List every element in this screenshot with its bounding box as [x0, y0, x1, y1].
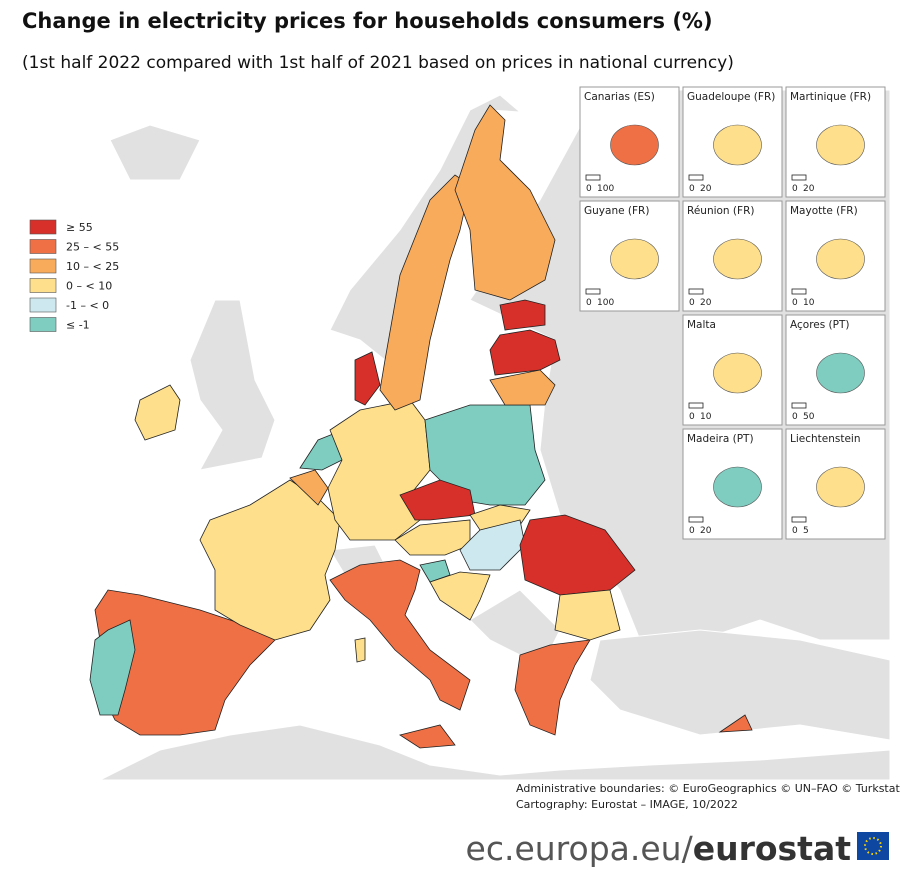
sardinia — [354, 637, 366, 663]
croatia — [429, 571, 491, 621]
scale-label: 10 — [803, 298, 815, 308]
inset-title: Liechtenstein — [790, 433, 861, 445]
inset-title: Malta — [687, 319, 716, 331]
inset-title: Guyane (FR) — [584, 205, 649, 217]
inset-land — [610, 124, 659, 166]
ireland — [134, 384, 181, 441]
legend: ≥ 55 25 – < 55 10 – < 25 0 – < 10 -1 – < 0 ≤ … — [29, 219, 119, 332]
scale-bar — [688, 288, 704, 295]
inset-land — [713, 352, 762, 394]
scale-label: 0 — [689, 184, 695, 194]
inset-title: Mayotte (FR) — [790, 205, 858, 217]
scale-label: 20 — [700, 526, 712, 536]
denmark — [354, 351, 381, 406]
scale-bar — [688, 174, 704, 181]
base-land — [99, 89, 891, 781]
inset-land — [610, 238, 659, 280]
footer-brand-line: ec.europa.eu/eurostat — [466, 829, 852, 868]
scale-label: 100 — [597, 298, 614, 308]
scale-label: 20 — [700, 298, 712, 308]
portugal — [89, 619, 136, 716]
inset-title: Guadeloupe (FR) — [687, 91, 775, 103]
inset-land — [713, 466, 762, 508]
eu-stars — [864, 837, 882, 855]
credit: Administrative boundaries: © EuroGeograp… — [516, 782, 900, 795]
title: Change in electricity prices for househo… — [22, 9, 713, 33]
scale-bar — [791, 288, 807, 295]
scale-bar — [791, 402, 807, 409]
legend-label: 0 – < 10 — [66, 280, 112, 293]
land — [189, 299, 276, 471]
countries — [89, 104, 753, 749]
scale-bar — [688, 402, 704, 409]
inset-land — [816, 352, 865, 394]
latvia — [489, 329, 561, 376]
scale-label: 0 — [792, 526, 798, 536]
scale-label: 0 — [586, 184, 592, 194]
scale-label: 0 — [689, 526, 695, 536]
romania — [519, 514, 636, 596]
scale-label: 0 — [689, 298, 695, 308]
credit: Cartography: Eurostat – IMAGE, 10/2022 — [516, 798, 738, 811]
legend-swatch — [29, 297, 57, 313]
scale-bar — [791, 516, 807, 523]
inset-title: Madeira (PT) — [687, 433, 754, 445]
scale-label: 5 — [803, 526, 809, 536]
scale-label: 0 — [792, 184, 798, 194]
bulgaria — [554, 589, 621, 641]
subtitle: (1st half 2022 compared with 1st half of… — [22, 53, 734, 73]
lithuania — [489, 369, 556, 406]
sweden — [379, 174, 471, 411]
footer-brand: eurostat — [693, 829, 852, 868]
scale-bar — [688, 516, 704, 523]
inset-land — [816, 466, 865, 508]
finland — [454, 104, 556, 301]
scale-label: 0 — [586, 298, 592, 308]
eu-flag — [857, 832, 889, 860]
scale-bar — [585, 288, 601, 295]
scale-label: 10 — [700, 412, 712, 422]
inset-land — [816, 124, 865, 166]
scale-bar — [791, 174, 807, 181]
scale-label: 20 — [803, 184, 815, 194]
scale-label: 50 — [803, 412, 815, 422]
scale-label: 20 — [700, 184, 712, 194]
scale-bar — [585, 174, 601, 181]
legend-swatch — [29, 317, 57, 332]
scale-label: 0 — [792, 412, 798, 422]
greece — [514, 639, 591, 736]
legend-label: 10 – < 25 — [66, 260, 119, 273]
legend-label: ≥ 55 — [66, 221, 93, 234]
inset-land — [816, 238, 865, 280]
cyprus — [718, 714, 753, 733]
land — [99, 724, 891, 781]
legend-swatch — [29, 278, 57, 293]
legend-swatch — [29, 239, 57, 254]
scale-label: 0 — [689, 412, 695, 422]
legend-label: ≤ -1 — [66, 319, 90, 332]
inset-title: Canarias (ES) — [584, 91, 655, 103]
legend-swatch — [29, 219, 57, 235]
scale-label: 0 — [792, 298, 798, 308]
legend-label: 25 – < 55 — [66, 241, 119, 254]
inset-title: Açores (PT) — [790, 319, 850, 331]
sicily — [399, 724, 456, 749]
land — [109, 124, 201, 181]
footer-domain: ec.europa.eu/ — [466, 829, 694, 868]
legend-label: -1 – < 0 — [66, 299, 109, 312]
legend-swatch — [29, 258, 57, 274]
scale-label: 100 — [597, 184, 614, 194]
land — [589, 629, 891, 741]
inset-land — [713, 238, 762, 280]
italy — [329, 559, 471, 711]
inset-title: Réunion (FR) — [687, 205, 754, 217]
inset-title: Martinique (FR) — [790, 91, 871, 103]
inset-land — [713, 124, 762, 166]
estonia — [499, 299, 546, 331]
